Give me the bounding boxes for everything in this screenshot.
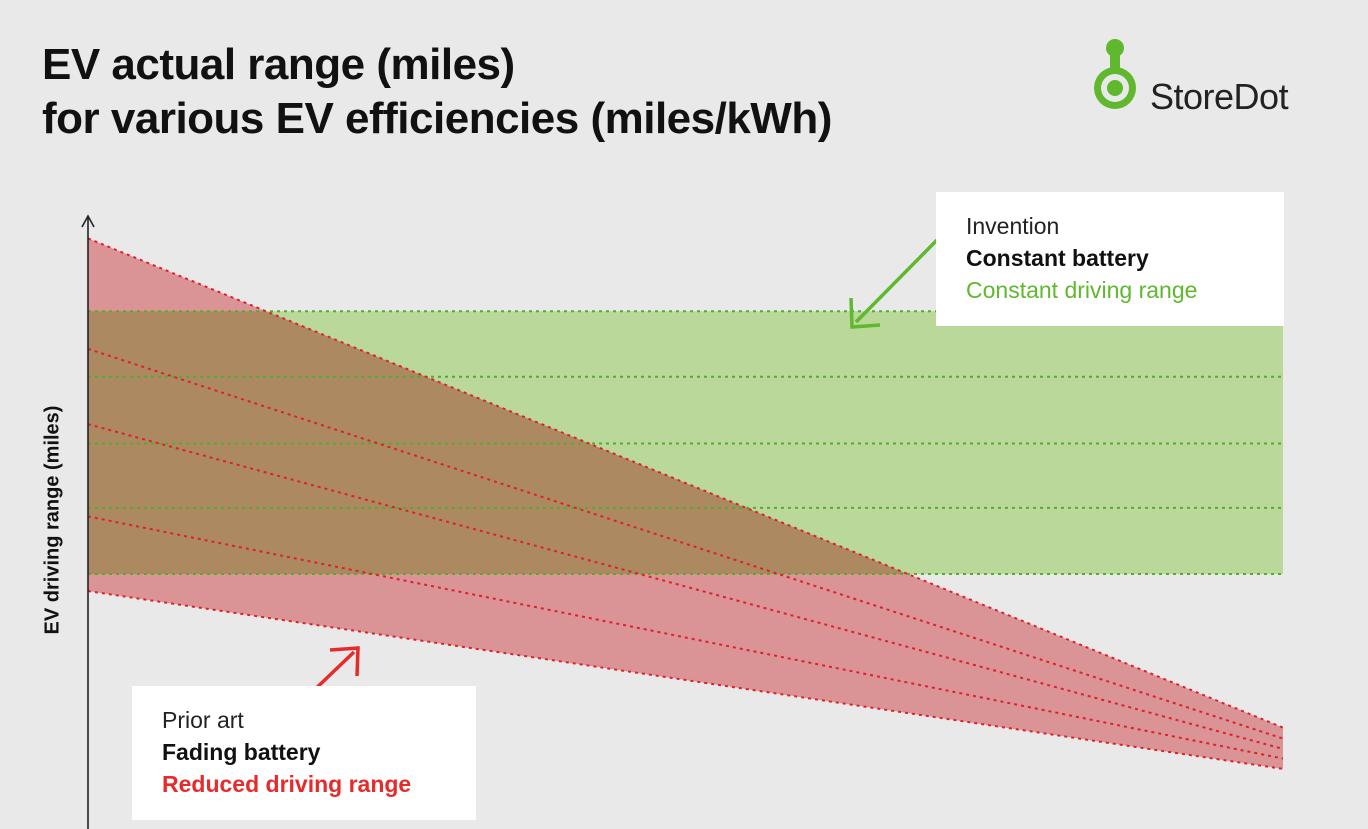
invention-callout-subheading: Constant battery (966, 245, 1149, 271)
prior_art-series-line-8 (87, 515, 1284, 760)
storedot-brand-name: StoreDot (1150, 76, 1289, 117)
prior-art-callout-subheading: Fading battery (162, 739, 321, 765)
prior-art-callout: Prior art Fading battery Reduced driving… (132, 686, 476, 820)
chart-title-line-1: EV actual range (miles) (42, 40, 515, 89)
y-axis-label: EV driving range (miles) (41, 405, 64, 635)
y-axis-arrow-icon (81, 214, 95, 228)
prior_art-range-band (88, 238, 1283, 769)
prior-art-callout-result: Reduced driving range (162, 771, 412, 797)
prior_art-series-line-9 (87, 590, 1284, 770)
chart-title-line-2: for various EV efficiencies (miles/kWh) (42, 94, 832, 143)
prior_art-series-line-5 (87, 237, 1284, 729)
invention-callout: Invention Constant battery Constant driv… (936, 192, 1284, 326)
invention-arrow-icon (849, 235, 942, 329)
chart-title: EV actual range (miles) for various EV e… (42, 38, 832, 146)
storedot-logo: StoreDot (1090, 38, 1340, 118)
invention-callout-heading: Invention (966, 213, 1060, 239)
prior_art-series-line-7 (87, 423, 1284, 750)
invention-callout-result: Constant driving range (966, 277, 1198, 303)
prior-art-callout-heading: Prior art (162, 707, 244, 733)
storedot-logo-icon (1094, 39, 1136, 109)
